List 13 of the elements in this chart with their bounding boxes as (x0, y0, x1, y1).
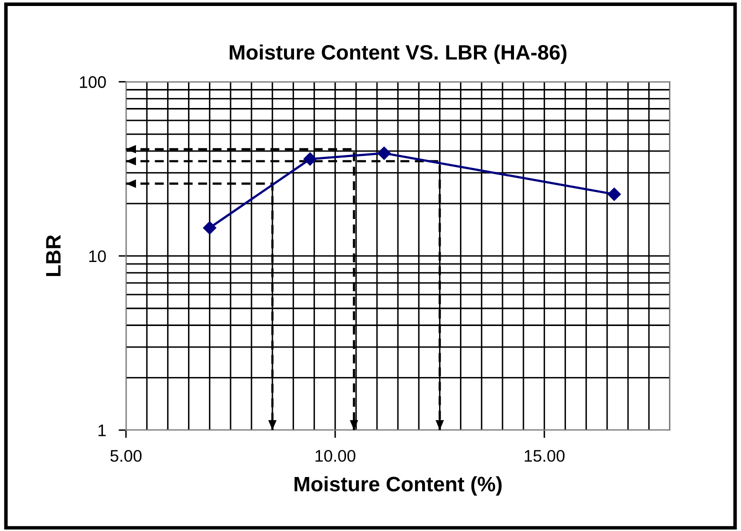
point (303, 152, 317, 166)
y-axis-title: LBR (46, 234, 61, 276)
x-axis-title: Moisture Content (%) (294, 476, 502, 496)
chart-title: Moisture Content VS. LBR (HA-86) (230, 44, 566, 64)
point (608, 188, 621, 201)
y-tick-label: 100 (80, 76, 106, 88)
y-tick-label: 1 (98, 424, 106, 436)
x-tick-label: 10.00 (316, 450, 356, 462)
point (378, 146, 391, 160)
x-tick-label: 5.00 (110, 450, 142, 462)
x-tick-label: 15.00 (524, 450, 565, 462)
y-tick-label: 10 (89, 250, 106, 262)
point (203, 221, 216, 234)
